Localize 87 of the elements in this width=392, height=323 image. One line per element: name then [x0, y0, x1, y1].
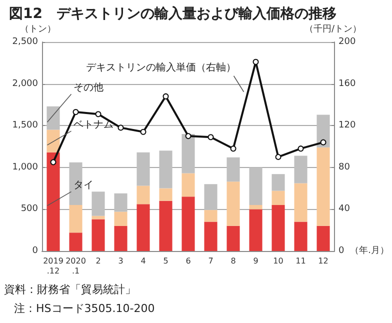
y2-tick-label: 0	[338, 246, 345, 256]
bar	[249, 167, 262, 206]
chart-title: 図12 デキストリンの輸入量および輸入価格の推移	[9, 6, 336, 22]
x-tick-label: 12	[318, 256, 328, 266]
y2-tick-label: 120	[338, 120, 356, 131]
x-tick-label: 4	[140, 256, 146, 266]
bar	[136, 204, 150, 251]
x-tick-label: 10	[273, 256, 284, 266]
bar	[316, 226, 330, 251]
bar	[204, 184, 218, 210]
bar	[182, 173, 195, 197]
point	[95, 111, 102, 118]
bar	[159, 150, 172, 188]
x-tick-label: 11	[296, 256, 306, 266]
point	[230, 146, 236, 152]
point	[72, 109, 79, 116]
x-tick-label: 6	[186, 256, 191, 266]
bar	[69, 162, 82, 206]
point	[298, 146, 304, 152]
bar	[136, 152, 150, 186]
bar	[114, 226, 128, 251]
series-label: デキストリンの輸入単価（右軸）	[86, 61, 236, 74]
x-axis-title: （年.月）	[350, 245, 390, 256]
series-label: その他	[73, 82, 104, 94]
y2-tick-label: 160	[338, 78, 356, 89]
point	[320, 139, 326, 146]
point	[185, 133, 192, 140]
bar	[204, 222, 218, 251]
y2-tick-label: 200	[338, 37, 356, 47]
x-tick-label: 3	[118, 256, 124, 266]
bar	[226, 157, 240, 182]
bar	[69, 205, 82, 233]
bar	[159, 200, 172, 251]
x-tick-label: 2019 .12	[43, 256, 64, 276]
bar	[226, 226, 240, 251]
x-tick-label: 7	[208, 256, 214, 266]
text: 資料：財務省「貿易統計」	[4, 283, 136, 296]
point	[162, 93, 169, 100]
bar	[69, 232, 82, 251]
x-tick-label: 2	[96, 256, 101, 266]
y2-tick-label: 80	[338, 162, 350, 172]
point	[140, 128, 146, 135]
bar	[182, 134, 195, 174]
point	[118, 124, 124, 131]
point	[50, 159, 56, 166]
point	[208, 134, 214, 140]
bar	[92, 192, 105, 216]
bar	[114, 212, 128, 226]
bar	[249, 205, 262, 210]
bar	[92, 219, 105, 251]
bar	[159, 188, 172, 201]
bar	[249, 209, 262, 251]
y2-axis-title: （千円/トン）	[304, 24, 362, 34]
bar	[204, 210, 218, 222]
point	[275, 154, 282, 160]
bar	[46, 130, 60, 152]
bar	[294, 222, 308, 251]
bar	[272, 205, 285, 251]
bar	[294, 183, 308, 222]
text: 注：HSコード3505.10-200	[14, 302, 155, 315]
x-tick-label: 8	[230, 256, 236, 266]
y-tick-label: 2,500	[12, 37, 38, 47]
x-tick-label: 9	[253, 256, 258, 266]
y-axis-title: （トン）	[20, 24, 56, 34]
bar	[316, 147, 330, 226]
bar	[272, 190, 285, 206]
y-tick-label: 1,500	[12, 120, 38, 131]
point	[252, 58, 259, 65]
bar	[294, 156, 308, 184]
series-label: タイ	[73, 180, 94, 192]
y2-tick-label: 40	[338, 204, 350, 214]
y-tick-label: 0	[32, 246, 38, 256]
bar	[316, 114, 330, 148]
bar	[92, 216, 105, 220]
bar	[114, 193, 128, 212]
series-label: ベトナム	[73, 120, 114, 131]
y-tick-label: 2,000	[12, 78, 38, 89]
bar	[46, 106, 60, 130]
x-tick-label: 2020 .1	[66, 256, 86, 276]
bar	[226, 182, 240, 226]
x-tick-label: 5	[163, 256, 168, 266]
bar	[136, 186, 150, 204]
bar	[272, 174, 285, 191]
y-tick-label: 1,000	[12, 162, 38, 172]
bar	[46, 152, 60, 251]
y-tick-label: 500	[20, 204, 38, 214]
bar	[182, 196, 195, 251]
